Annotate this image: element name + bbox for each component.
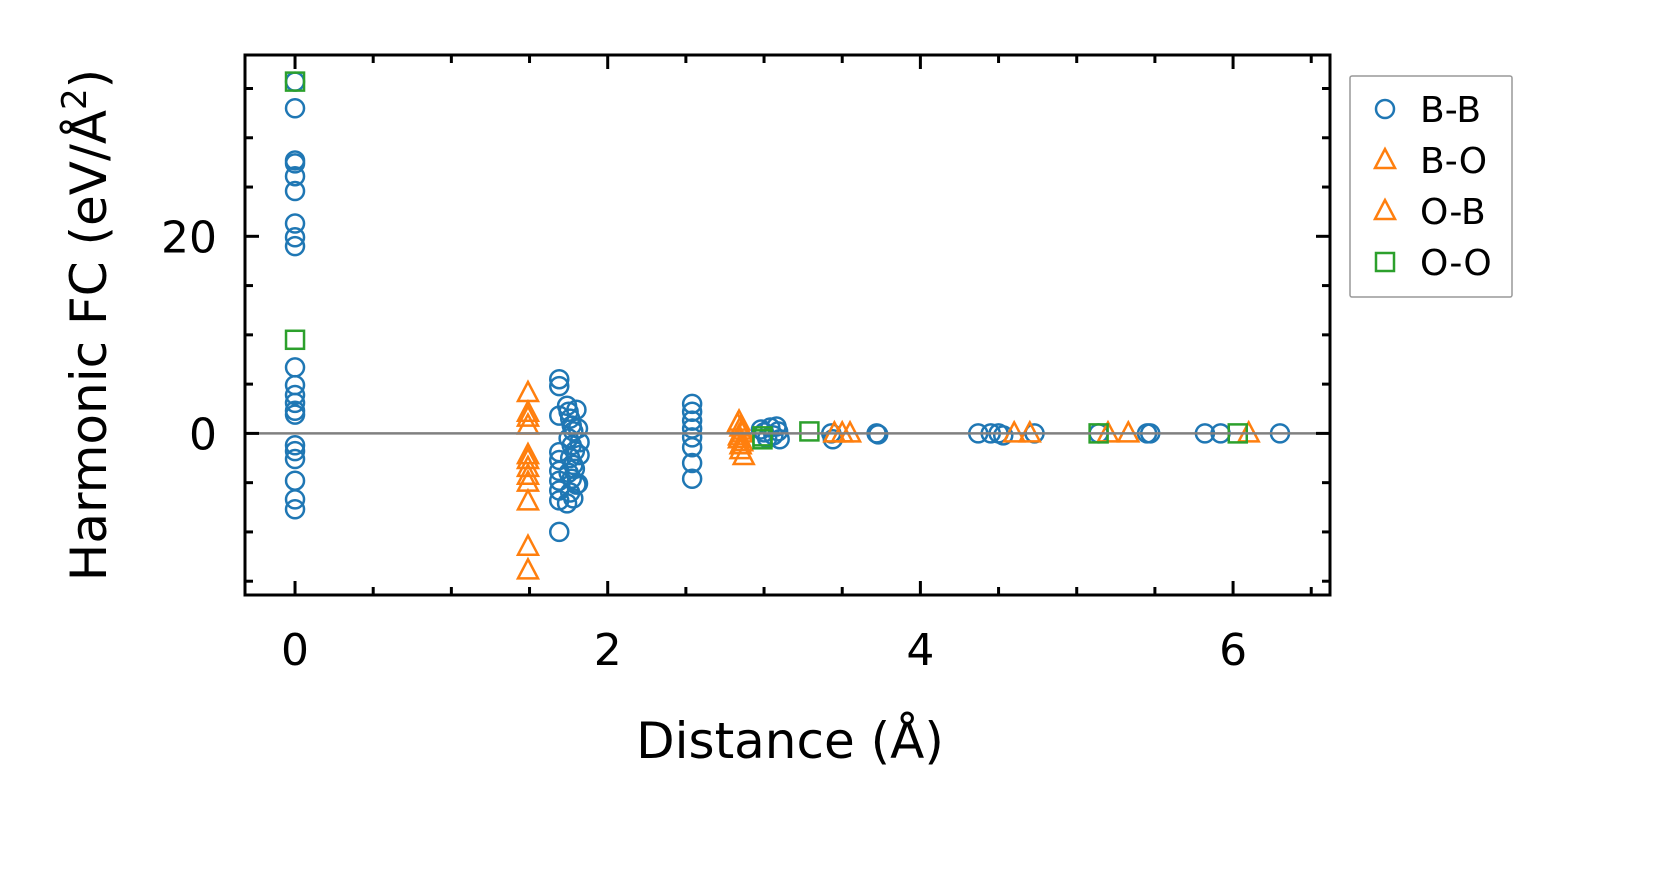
y-tick-label: 0 (189, 409, 217, 460)
data-point-b-b (548, 375, 570, 397)
data-point-b-b (548, 368, 570, 390)
legend-marker-circle-icon (1374, 98, 1396, 120)
legend-label: B-O (1420, 141, 1487, 182)
data-point-o-b (830, 419, 855, 443)
data-point-o-b (515, 487, 541, 511)
data-point-o-b (728, 436, 753, 460)
data-point-b-b (284, 448, 306, 470)
x-tick-label: 4 (906, 625, 934, 676)
legend-box (1349, 75, 1513, 298)
data-point-b-o (515, 533, 541, 556)
data-point-b-o (1236, 419, 1261, 443)
data-point-b-b (567, 473, 589, 494)
legend: B-B B-O O-B O-O (1349, 75, 1513, 298)
data-point-b-b (284, 489, 306, 510)
data-point-b-b (569, 444, 590, 466)
data-point-o-b (515, 403, 541, 427)
y-tick-label: 20 (161, 212, 217, 263)
data-point-b-o (515, 399, 541, 422)
legend-marker-square-icon (1374, 251, 1396, 273)
x-tick-label: 0 (281, 625, 309, 676)
data-point-b-b (563, 488, 584, 509)
data-point-b-b (284, 235, 306, 257)
data-point-b-b (284, 434, 306, 456)
data-point-b-b (284, 392, 306, 414)
data-point-o-o (799, 421, 820, 442)
data-point-b-b (284, 227, 306, 248)
legend-label: B-B (1420, 90, 1481, 131)
data-point-o-b (730, 428, 755, 452)
data-point-b-b (681, 468, 703, 489)
plot-frame (243, 53, 1332, 597)
data-point-b-b (284, 153, 306, 174)
legend-item-b-b: B-B (1374, 90, 1481, 131)
data-point-b-b (284, 440, 306, 462)
x-tick-label: 6 (1219, 625, 1247, 676)
data-point-b-b (284, 404, 306, 425)
data-point-b-b (567, 418, 589, 439)
data-points (284, 71, 1291, 580)
data-point-b-b (548, 521, 570, 543)
legend-item-b-o: B-O (1372, 141, 1487, 182)
data-point-b-b (284, 71, 306, 92)
data-point-b-b (992, 425, 1014, 446)
data-point-o-o (284, 329, 306, 351)
data-point-b-b (284, 499, 306, 520)
data-point-b-o (515, 454, 541, 478)
data-point-b-b (284, 165, 306, 187)
data-point-b-b (681, 427, 703, 448)
data-point-b-o (1002, 419, 1027, 443)
data-point-b-b (284, 357, 306, 378)
legend-marker-triangle-icon (1372, 197, 1398, 221)
data-point-o-b (1017, 419, 1042, 443)
data-point-b-b (284, 213, 306, 234)
data-point-b-b (681, 436, 703, 458)
data-point-b-b (681, 452, 703, 474)
legend-item-o-b: O-B (1372, 192, 1486, 233)
x-tick-label: 2 (594, 625, 622, 676)
data-point-o-b (515, 556, 541, 580)
data-point-b-b (284, 384, 306, 406)
data-point-o-b (1116, 419, 1141, 443)
legend-label: O-B (1420, 192, 1486, 233)
data-point-o-o (752, 429, 773, 450)
data-point-b-b (561, 468, 583, 489)
data-point-b-b (284, 470, 306, 491)
legend-label: O-O (1420, 243, 1492, 284)
data-point-b-b (284, 180, 306, 202)
legend-marker-triangle-icon (1372, 146, 1398, 170)
data-point-b-o (515, 379, 541, 403)
data-point-o-o (284, 71, 306, 92)
data-point-b-b (564, 458, 586, 480)
axis-ticks: 0 2 4 6 0 20 (161, 55, 1330, 676)
data-point-b-b (284, 97, 306, 119)
data-point-b-b (556, 493, 578, 514)
legend-item-o-o: O-O (1374, 243, 1492, 284)
y-axis-label: Harmonic FC (eV/Å2) (55, 69, 118, 581)
x-axis-label: Distance (Å) (636, 712, 944, 770)
data-point-o-b (515, 446, 541, 470)
data-point-o-b (515, 462, 541, 486)
